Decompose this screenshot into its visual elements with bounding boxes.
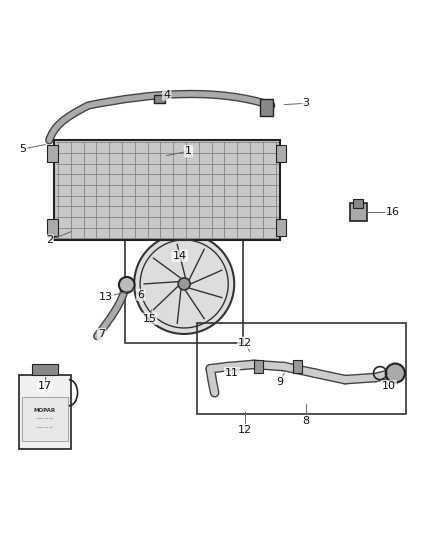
- Bar: [293, 360, 302, 373]
- Circle shape: [134, 234, 234, 334]
- Bar: [276, 219, 286, 236]
- Bar: [47, 144, 58, 162]
- Bar: [22, 397, 67, 441]
- Text: 16: 16: [386, 207, 400, 217]
- Text: 13: 13: [99, 292, 113, 302]
- Bar: [276, 144, 286, 162]
- Text: 14: 14: [173, 251, 187, 261]
- Bar: [47, 219, 58, 236]
- Bar: [125, 225, 243, 343]
- Text: 12: 12: [238, 425, 252, 435]
- Bar: [154, 94, 165, 103]
- Bar: [19, 375, 71, 449]
- Text: 15: 15: [142, 314, 156, 324]
- Text: MOPAR: MOPAR: [34, 408, 56, 413]
- Text: 11: 11: [225, 368, 239, 378]
- Text: 12: 12: [238, 338, 252, 348]
- Text: ~~~~: ~~~~: [35, 425, 54, 430]
- Text: 6: 6: [137, 290, 144, 300]
- Bar: [53, 140, 280, 240]
- Bar: [254, 360, 262, 373]
- Text: 10: 10: [382, 381, 396, 391]
- Text: 2: 2: [46, 236, 53, 245]
- Text: 17: 17: [38, 381, 52, 391]
- Text: 9: 9: [276, 377, 283, 387]
- Text: ~~~~: ~~~~: [35, 416, 54, 421]
- Bar: [350, 204, 367, 221]
- Text: 1: 1: [185, 146, 192, 156]
- Circle shape: [178, 278, 190, 290]
- Bar: [53, 140, 280, 240]
- Bar: [197, 323, 406, 415]
- Text: 5: 5: [20, 144, 27, 154]
- Text: 7: 7: [98, 329, 105, 339]
- Circle shape: [386, 364, 405, 383]
- Bar: [260, 99, 273, 116]
- Bar: [32, 365, 58, 375]
- Text: 4: 4: [163, 90, 170, 100]
- Circle shape: [119, 277, 134, 293]
- Text: 3: 3: [303, 98, 310, 108]
- Text: 8: 8: [303, 416, 310, 426]
- Bar: [353, 199, 364, 208]
